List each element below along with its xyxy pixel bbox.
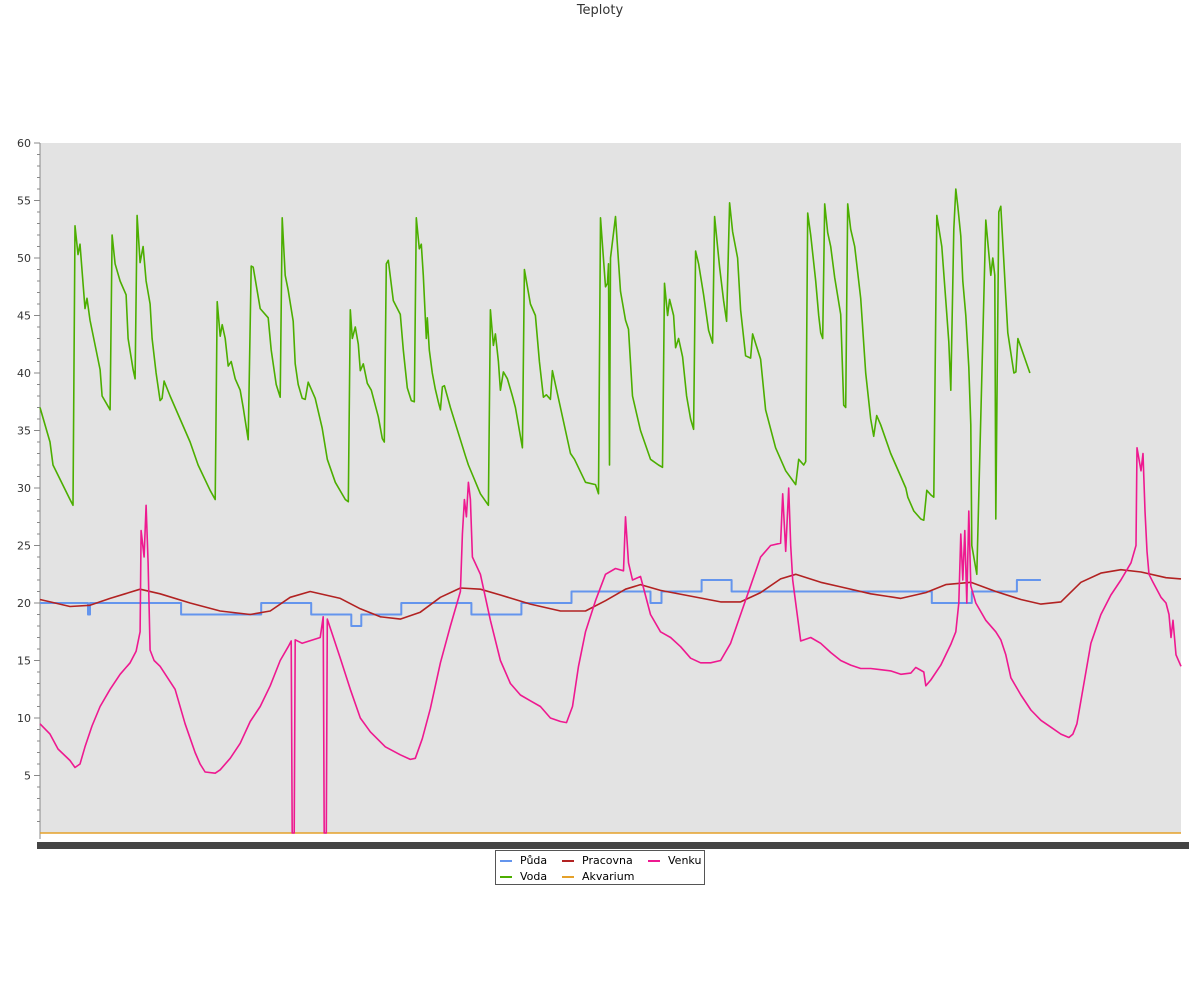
y-tick-label: 30 [17,482,31,495]
legend-label: Venku [668,854,702,867]
plot-area [40,143,1181,833]
y-axis: 5 10 15 20 25 30 35 40 45 50 55 60 [17,137,41,839]
legend-item: Venku [648,854,701,867]
legend-item: Akvarium [562,870,634,883]
series-line-puda [40,579,1041,627]
chart-title: Teploty [576,3,624,18]
legend-item: Pracovna [562,854,633,867]
y-tick-label: 40 [17,367,31,380]
legend-swatch [500,859,512,862]
legend-label: Pracovna [582,854,633,867]
y-tick-label: 45 [17,310,31,323]
y-tick-label: 60 [17,137,31,150]
y-tick-label: 10 [17,712,31,725]
legend-label: Voda [520,870,548,883]
legend-label: Akvarium [582,870,635,883]
y-tick-label: 20 [17,597,31,610]
legend-item: Půda [500,854,547,867]
legend: Půda Voda Pracovna Akvarium Venku [495,850,705,885]
legend-swatch [648,859,660,862]
x-tick-label-band [37,842,1189,849]
series-line-pracovna [39,568,1182,620]
legend-swatch [500,875,512,878]
y-tick-label: 25 [17,540,31,553]
series-layer [39,188,1182,834]
y-tick-label: 50 [17,252,31,265]
legend-label: Půda [520,854,548,867]
legend-item: Voda [500,870,547,883]
legend-swatch [562,859,574,862]
y-tick-label: 55 [17,195,31,208]
series-line-voda [39,188,1031,576]
series-line-venku [39,447,1182,834]
y-tick-label: 5 [24,770,31,783]
legend-swatch [562,875,574,878]
y-tick-label: 15 [17,655,31,668]
y-tick-label: 35 [17,425,31,438]
x-axis [37,832,1189,849]
